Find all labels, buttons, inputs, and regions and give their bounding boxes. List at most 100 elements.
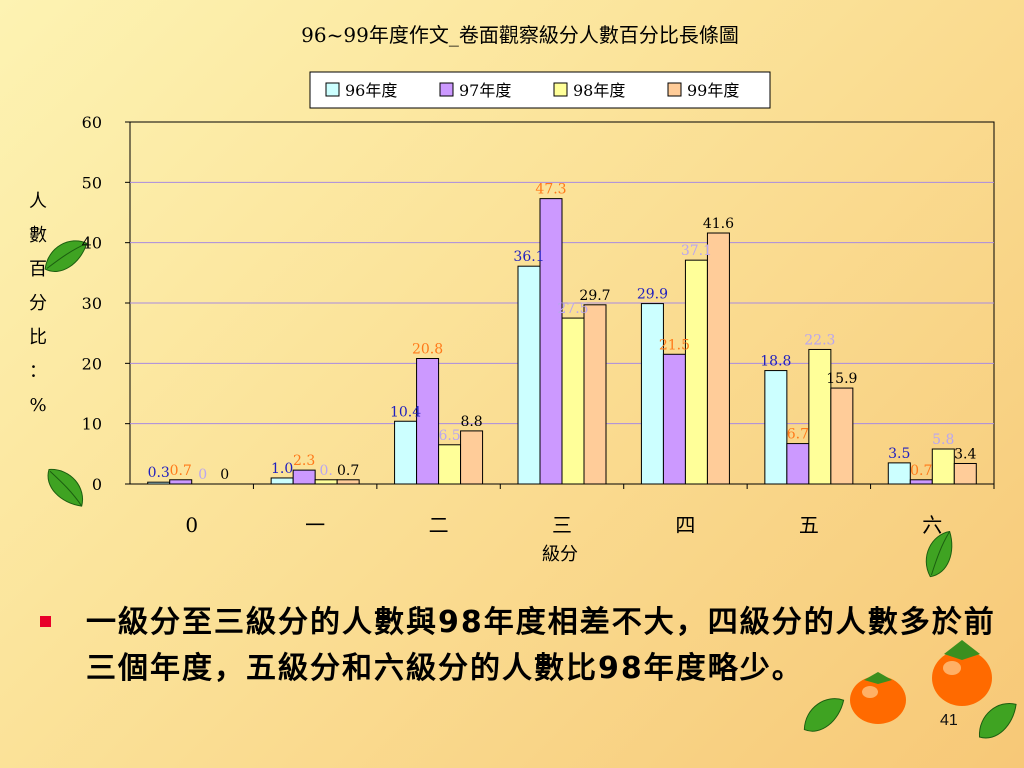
y-axis-label-char: 分	[29, 293, 47, 314]
y-tick-label: 20	[82, 354, 102, 373]
y-axis-label-char: ：	[29, 361, 47, 382]
data-label: 3.5	[888, 446, 910, 462]
bar	[292, 469, 316, 485]
y-tick-label: 40	[82, 234, 102, 253]
bar	[561, 317, 585, 485]
y-axis-label-char: %	[29, 395, 46, 416]
data-label: 0.	[319, 463, 332, 479]
leaf-icon	[978, 702, 1017, 739]
x-tick-label: 二	[429, 513, 449, 537]
bar	[808, 348, 832, 485]
legend-label: 98年度	[573, 81, 625, 100]
leaf-icon	[925, 530, 953, 578]
x-tick-label: 0	[185, 513, 198, 537]
legend-label: 99年度	[687, 81, 739, 100]
bar	[764, 370, 788, 485]
legend-swatch	[439, 82, 454, 97]
bar	[517, 265, 541, 485]
persimmon-icon	[850, 672, 906, 724]
bar	[169, 479, 193, 485]
leaf-icon	[47, 468, 84, 507]
bar	[640, 303, 664, 485]
data-label: 6.5	[438, 428, 460, 444]
y-axis-ticks: 0 10 20 30 40 50 60	[82, 113, 130, 494]
y-tick-label: 0	[92, 475, 102, 494]
bar	[539, 198, 563, 485]
x-tick-label: 四	[675, 513, 695, 537]
bar	[786, 443, 810, 485]
persimmon-decoration	[803, 640, 1017, 739]
y-axis-label-char: 百	[29, 259, 47, 280]
y-axis-label-char: 比	[29, 327, 47, 348]
bar	[460, 430, 484, 485]
data-label: 41.6	[703, 216, 734, 232]
data-label: 2.3	[293, 453, 315, 469]
data-label: 0.3	[148, 465, 170, 481]
y-axis-label: 人數百分比 ：%	[29, 191, 47, 416]
data-label: 5.8	[932, 432, 954, 448]
bars	[147, 198, 977, 485]
bar	[953, 462, 977, 485]
bar	[830, 387, 854, 485]
bar	[887, 462, 911, 485]
bar	[583, 304, 607, 485]
data-label: 0	[220, 467, 229, 483]
y-axis-label-char: 數	[29, 225, 47, 246]
bar	[416, 358, 440, 485]
legend-swatch	[667, 82, 682, 97]
bar	[147, 481, 171, 485]
data-label: 21.5	[659, 337, 690, 353]
bar	[314, 479, 338, 485]
x-tick-label: 三	[552, 513, 572, 537]
leaf-icon	[803, 698, 845, 732]
data-label: 47.3	[535, 182, 566, 198]
y-tick-label: 50	[82, 173, 102, 192]
bar	[394, 420, 418, 485]
x-tick-label: 六	[922, 513, 942, 537]
legend: 96年度 97年度 98年度 99年度	[309, 71, 771, 109]
data-label: 0.7	[170, 463, 192, 479]
legend-label: 96年度	[345, 81, 397, 100]
x-axis-label: 級分	[542, 544, 578, 565]
legend-swatch	[553, 82, 568, 97]
bar	[270, 477, 294, 485]
data-label: 0.7	[910, 463, 932, 479]
persimmon-icon	[932, 640, 992, 706]
y-tick-label: 30	[82, 294, 102, 313]
data-label: 37.1	[681, 243, 712, 259]
legend-label: 97年度	[459, 81, 511, 100]
data-label: 3.4	[954, 446, 976, 462]
data-label: 15.9	[826, 371, 857, 387]
bar-chart: 96~99年度作文_卷面觀察級分人數百分比長條圖 96年度 97年度 98年度 99年…	[29, 23, 995, 578]
y-tick-label: 60	[82, 113, 102, 132]
bullet-point: 一級分至三級分的人數與98年度相差不大，四級分的人數多於前三個年度，五級分和六級…	[40, 600, 1015, 692]
data-label: 0.7	[337, 463, 359, 479]
data-label: 20.8	[412, 342, 443, 358]
data-label: 22.3	[804, 332, 835, 348]
data-label: 36.1	[513, 249, 544, 265]
bar	[438, 444, 462, 485]
page-number: 41	[940, 712, 958, 729]
bar	[662, 353, 686, 485]
y-tick-label: 10	[82, 415, 102, 434]
data-label: 6.7	[787, 427, 809, 443]
leaf-icon	[44, 240, 88, 272]
bullet-icon	[40, 616, 51, 627]
y-axis-label-char: 人	[29, 191, 47, 212]
legend-swatch	[325, 82, 340, 97]
chart-title: 96~99年度作文_卷面觀察級分人數百分比長條圖	[301, 23, 739, 47]
data-label: 29.7	[579, 288, 610, 304]
x-tick-label: 一	[305, 513, 325, 537]
bar	[336, 479, 360, 485]
data-label: 27.5	[557, 301, 588, 317]
data-label: 10.4	[390, 404, 421, 420]
bar	[909, 479, 933, 485]
data-labels: 0.3 0.7 0 0 1.0 2.30. 0.710.420.86.58.836.147.…	[148, 182, 977, 483]
data-label: 0	[198, 467, 207, 483]
data-label: 1.0	[271, 461, 293, 477]
data-label: 29.9	[637, 287, 668, 303]
bar	[706, 232, 730, 485]
bar	[684, 259, 708, 485]
x-axis-ticks: 0 一 二 三 四 五 六	[185, 484, 995, 537]
